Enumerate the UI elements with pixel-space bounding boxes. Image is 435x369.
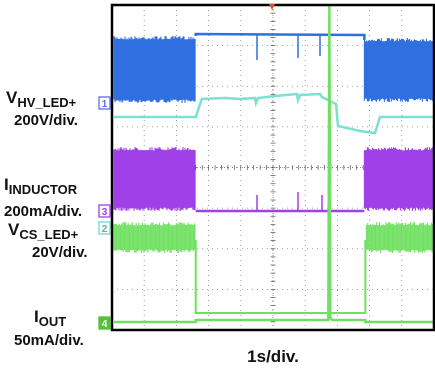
inductor-current-label: IINDUCTOR bbox=[4, 175, 78, 197]
svg-text:2: 2 bbox=[102, 224, 108, 235]
ch4-marker: 4 bbox=[98, 316, 111, 330]
trigger-marker bbox=[269, 4, 275, 10]
svg-text:1: 1 bbox=[102, 99, 108, 110]
ch1-switching-band-post-fill bbox=[364, 41, 433, 99]
iout-label: IOUT bbox=[34, 307, 66, 329]
svg-text:4: 4 bbox=[102, 319, 108, 330]
ch3-marker: 3 bbox=[98, 204, 111, 218]
x-axis-scale: 1s/div. bbox=[247, 347, 299, 366]
ch1-switching-band-pre-fill bbox=[114, 39, 196, 100]
ch1-fault-level bbox=[194, 32, 366, 40]
scope-traces bbox=[113, 5, 434, 324]
svg-text:3: 3 bbox=[102, 207, 108, 218]
inductor-current-scale: 200mA/div. bbox=[4, 203, 82, 220]
vhv-led-label: VHV_LED+ bbox=[6, 88, 77, 110]
ch3-switching-band-pre-fill bbox=[114, 150, 196, 208]
ch3-switching-band-post-fill bbox=[364, 150, 433, 208]
ch2-band-post-fill bbox=[366, 225, 433, 250]
vcs-led-label: VCS_LED+ bbox=[8, 220, 79, 242]
ch1-voltage-trace bbox=[114, 92, 433, 135]
scope-grid bbox=[111, 4, 435, 331]
ch1-marker: 1 bbox=[98, 96, 111, 110]
vhv-led-scale: 200V/div. bbox=[14, 112, 78, 129]
ch2-marker: 2 bbox=[98, 221, 111, 235]
vcs-led-scale: 20V/div. bbox=[32, 244, 88, 261]
iout-scale: 50mA/div. bbox=[14, 332, 84, 349]
ch2-fault-drop bbox=[194, 240, 367, 314]
ch4-output-current-trace bbox=[114, 5, 433, 324]
ch2-band-pre-fill bbox=[114, 225, 196, 250]
